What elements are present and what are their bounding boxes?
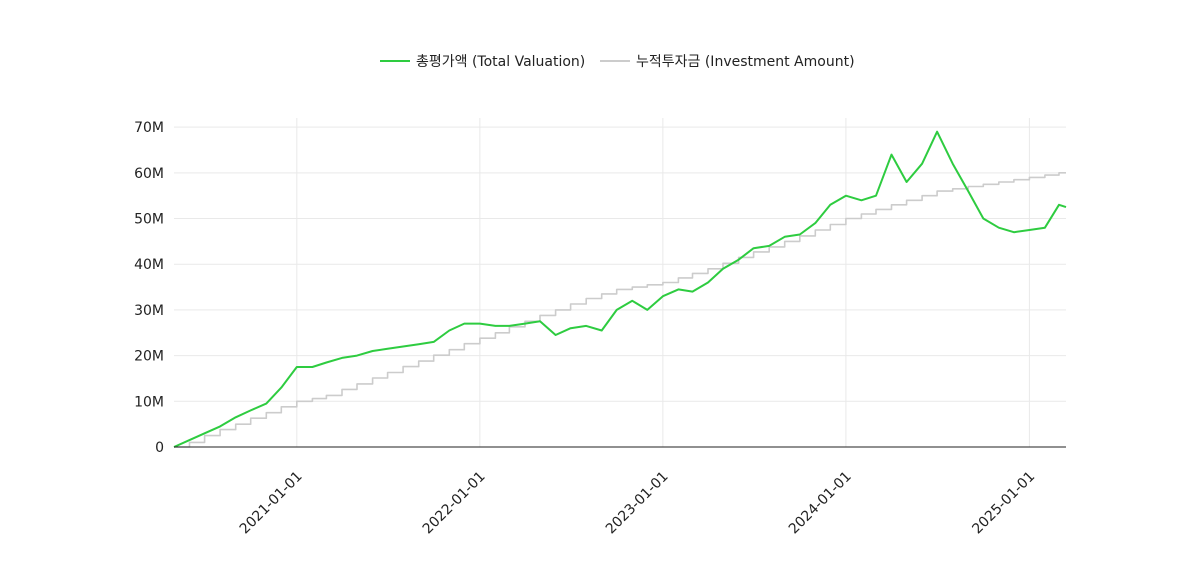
legend: 총평가액 (Total Valuation) 누적투자금 (Investment … <box>380 54 855 70</box>
y-tick-label: 60M <box>134 166 164 182</box>
legend-item[interactable]: 총평가액 (Total Valuation) <box>380 54 585 70</box>
series-layer <box>173 130 1067 448</box>
x-tick-label: 2025-01-01 <box>969 469 1038 538</box>
y-tick-label: 10M <box>134 394 164 410</box>
y-tick-label: 70M <box>134 120 164 136</box>
y-grid <box>174 126 1066 402</box>
y-axis: 0 10M 20M 30M 40M 50M 60M 70M <box>134 120 164 456</box>
y-tick-label: 40M <box>134 257 164 273</box>
y-tick-label: 0 <box>155 440 164 456</box>
y-tick-label: 50M <box>134 212 164 228</box>
legend-label: 누적투자금 (Investment Amount) <box>636 54 855 70</box>
total-valuation-line <box>173 130 1067 448</box>
y-tick-label: 20M <box>134 349 164 365</box>
x-tick-label: 2021-01-01 <box>237 469 306 538</box>
legend-item[interactable]: 누적투자금 (Investment Amount) <box>600 54 855 70</box>
legend-label: 총평가액 (Total Valuation) <box>416 54 585 70</box>
y-tick-label: 30M <box>134 303 164 319</box>
investment-amount-line <box>174 172 1066 448</box>
x-tick-label: 2023-01-01 <box>603 469 672 538</box>
x-tick-label: 2024-01-01 <box>786 469 855 538</box>
x-tick-label: 2022-01-01 <box>420 469 489 538</box>
x-axis: 2021-01-01 2022-01-01 2023-01-01 2024-01-01… <box>237 469 1038 538</box>
